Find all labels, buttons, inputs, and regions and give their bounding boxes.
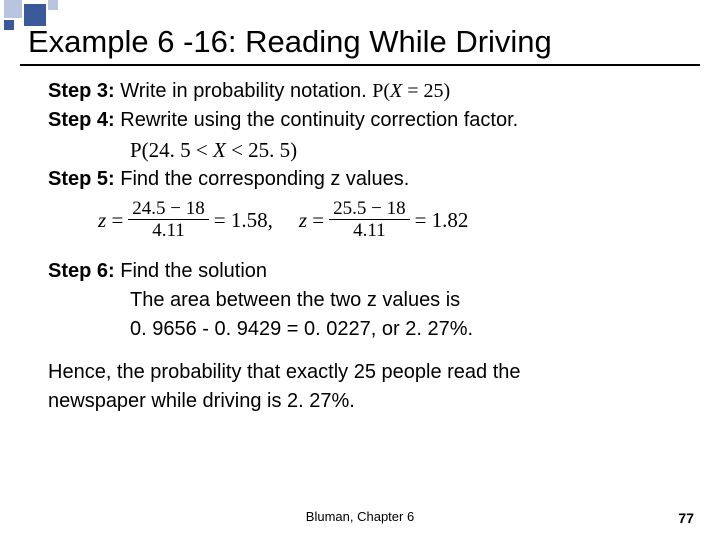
step-6-label: Step 6:	[48, 260, 115, 282]
conclusion-line2: newspaper while driving is 2. 27%.	[48, 388, 672, 415]
step-4-formula: P(24. 5 < X < 25. 5)	[130, 136, 672, 164]
step-6-line2: The area between the two z values is	[130, 287, 672, 314]
step-4: Step 4: Rewrite using the continuity cor…	[48, 107, 672, 134]
z-equation-1: z = 24.5 − 18 4.11 = 1.58,	[98, 199, 273, 240]
page-number: 77	[678, 510, 694, 526]
step-4-text: Rewrite using the continuity correction …	[120, 109, 518, 131]
eq1-result: = 1.58,	[214, 206, 273, 234]
step-5-text: Find the corresponding z values.	[120, 168, 409, 190]
footer-citation: Bluman, Chapter 6	[0, 509, 720, 524]
step-3-text: Write in probability notation.	[120, 80, 366, 102]
eq2-result: = 1.82	[415, 206, 469, 234]
step-3-formula: P(X = 25)	[372, 80, 450, 102]
step-6-text: Find the solution	[120, 260, 267, 282]
eq1-denominator: 4.11	[148, 220, 189, 240]
step-3-label: Step 3:	[48, 80, 115, 102]
title-underline	[20, 64, 700, 66]
step-5-equations: z = 24.5 − 18 4.11 = 1.58, z = 25.5 − 18…	[98, 199, 672, 240]
step-5: Step 5: Find the corresponding z values.	[48, 166, 672, 193]
eq1-numerator: 24.5 − 18	[128, 199, 208, 220]
step-4-label: Step 4:	[48, 109, 115, 131]
slide-title: Example 6 -16: Reading While Driving	[28, 24, 700, 60]
eq2-denominator: 4.11	[349, 220, 390, 240]
step-6-line3: 0. 9656 - 0. 9429 = 0. 0227, or 2. 27%.	[130, 316, 672, 343]
conclusion-line1: Hence, the probability that exactly 25 p…	[48, 359, 672, 386]
step-5-label: Step 5:	[48, 168, 115, 190]
z-equation-2: z = 25.5 − 18 4.11 = 1.82	[299, 199, 469, 240]
step-3: Step 3: Write in probability notation. P…	[48, 78, 672, 105]
slide-content: Step 3: Write in probability notation. P…	[48, 78, 672, 417]
eq2-numerator: 25.5 − 18	[329, 199, 409, 220]
step-6: Step 6: Find the solution	[48, 258, 672, 285]
